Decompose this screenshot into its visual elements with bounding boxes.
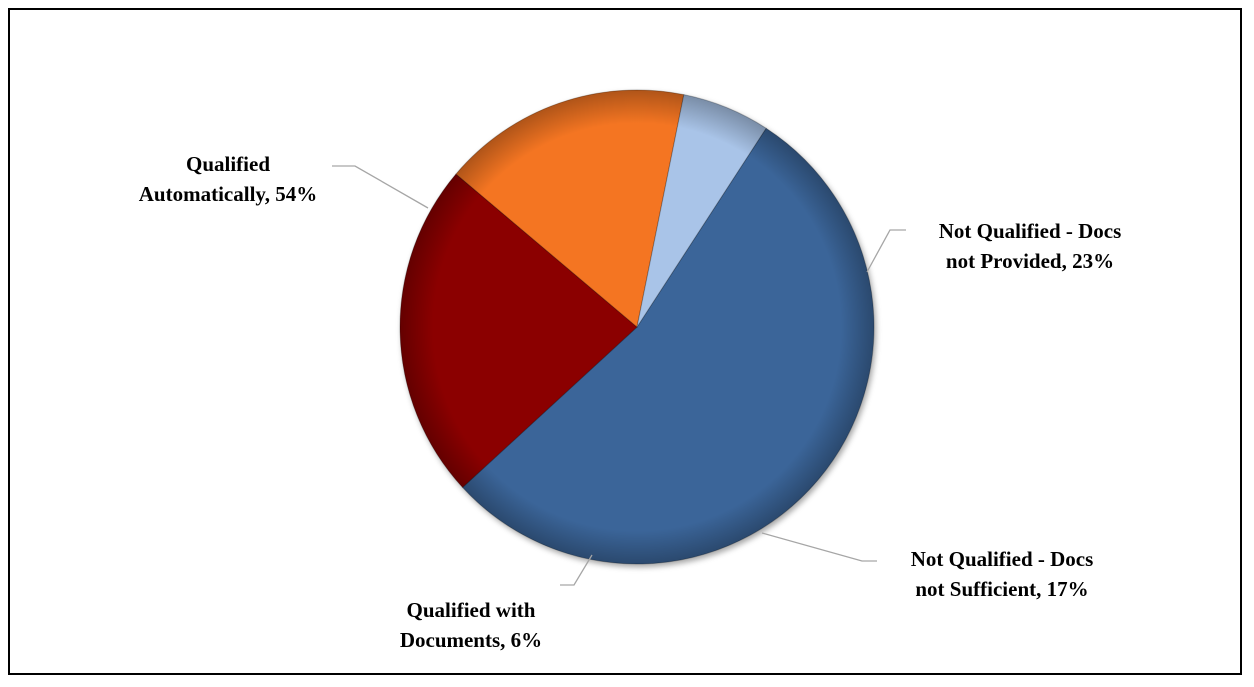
data-label-line: Qualified with xyxy=(407,598,536,622)
data-label: Qualified with Documents, 6% xyxy=(400,598,542,652)
data-label-line: Qualified xyxy=(186,152,270,176)
leader-line xyxy=(866,229,906,273)
data-label-line: Automatically, 54% xyxy=(139,182,318,206)
data-label: Not Qualified - Docs not Sufficient, 17% xyxy=(911,547,1094,601)
data-label-line: Documents, 6% xyxy=(400,628,542,652)
data-label: Not Qualified - Docs not Provided, 23% xyxy=(939,219,1122,273)
data-label-line: not Sufficient, 17% xyxy=(915,577,1088,601)
data-label: Qualified Automatically, 54% xyxy=(139,152,318,206)
data-label-line: Not Qualified - Docs xyxy=(939,219,1122,243)
data-label-line: not Provided, 23% xyxy=(946,249,1114,273)
leader-line xyxy=(761,532,877,562)
leader-line xyxy=(560,554,593,586)
data-label-line: Not Qualified - Docs xyxy=(911,547,1094,571)
leader-line xyxy=(332,165,429,209)
